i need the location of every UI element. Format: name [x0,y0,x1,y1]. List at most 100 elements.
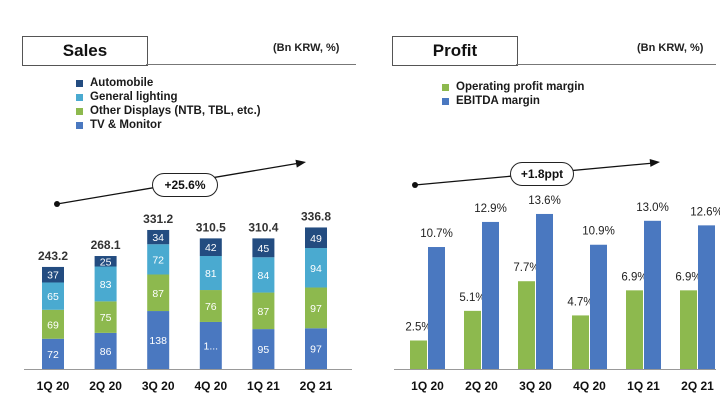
sales-segment-label: 76 [205,301,217,313]
legend-swatch [76,93,83,101]
sales-segment-label: 65 [47,291,59,303]
profit-bar-ebitda-margin-2q-20 [482,221,499,369]
profit-data-label: 12.6% [690,206,720,218]
sales-bar-automobile-3q-20 [147,229,170,245]
legend-item-operating-profit-margin: Operating profit margin [442,80,584,94]
sales-total-label: 310.5 [196,220,226,234]
sales-segment-label: 97 [310,344,322,356]
legend-label: EBITDA margin [456,95,540,107]
profit-legend: Operating profit margin EBITDA margin [442,80,584,108]
sales-x-tick-label: 4Q 20 [194,379,227,393]
legend-label: Other Displays (NTB, TBL, etc.) [90,105,261,117]
sales-segment-label: 86 [100,346,112,358]
sales-bar-other-displays-ntb-tbl-etc-2q-21 [305,287,327,329]
legend-item-general-lighting: General lighting [76,90,261,104]
profit-x-tick-label: 1Q 20 [411,379,444,393]
profit-data-label: 6.9% [621,271,647,283]
profit-bar-operating-profit-margin-2q-21 [680,290,697,369]
sales-trend-arrowhead [295,159,306,168]
legend-item-ebitda-margin: EBITDA margin [442,94,584,108]
sales-x-tick-label: 2Q 20 [89,379,122,393]
profit-trend-arrowhead [649,158,660,167]
sales-segment-label: 97 [310,303,322,315]
legend-label: Operating profit margin [456,81,585,93]
sales-growth-label: +25.6% [152,173,218,197]
profit-x-tick-label: 3Q 20 [519,379,552,393]
legend-label: General lighting [90,91,178,103]
profit-data-label: 7.7% [513,262,539,274]
profit-data-label: 10.7% [420,228,453,240]
profit-data-label: 13.6% [528,195,561,207]
profit-chart: 2.5% 10.7% 1Q 20 5.1% 12.9% 2Q 20 7.7% 13.6% 3Q … [394,158,720,393]
sales-segment-label: 81 [205,268,217,280]
legend-label: TV & Monitor [90,119,162,131]
profit-bar-ebitda-margin-1q-20 [428,247,445,369]
sales-segment-label: 69 [47,319,59,331]
profit-bar-operating-profit-margin-2q-20 [464,310,481,369]
sales-x-tick-label: 2Q 21 [300,379,333,393]
profit-x-tick-label: 2Q 20 [465,379,498,393]
profit-title-rule [516,64,716,65]
sales-bar-general-lighting-2q-20 [94,266,117,302]
profit-unit: (Bn KRW, %) [637,42,704,54]
sales-segment-label: 72 [47,349,59,361]
sales-bar-automobile-2q-21 [305,227,327,249]
profit-data-label: 4.7% [567,296,593,308]
sales-segment-label: 95 [258,344,270,356]
sales-bar-automobile-1q-21 [252,238,275,258]
legend-item-automobile: Automobile [76,76,261,90]
sales-bar-other-displays-ntb-tbl-etc-4q-20 [199,290,222,322]
sales-segment-label: 94 [310,263,322,275]
sales-bar-tv-monitor-2q-21 [305,328,327,369]
sales-segment-label: 87 [258,306,270,318]
sales-segment-label: 49 [310,233,322,245]
profit-data-label: 5.1% [459,292,485,304]
sales-segment-label: 72 [152,254,164,266]
sales-total-label: 243.2 [38,249,68,263]
profit-bar-ebitda-margin-3q-20 [536,213,553,369]
legend-swatch [76,107,83,115]
legend-item-tv-monitor: TV & Monitor [76,118,261,132]
sales-total-label: 310.4 [248,220,278,234]
profit-bar-ebitda-margin-2q-21 [698,225,715,369]
sales-title: Sales [22,36,148,66]
profit-growth-label: +1.8ppt [510,162,574,186]
sales-bar-other-displays-ntb-tbl-etc-1q-20 [42,309,64,339]
sales-unit: (Bn KRW, %) [273,42,340,54]
profit-bar-operating-profit-margin-3q-20 [518,281,535,369]
sales-segment-label: 138 [149,335,167,347]
legend-swatch [76,121,83,129]
sales-bar-general-lighting-1q-21 [252,257,275,293]
profit-data-label: 2.5% [405,322,431,334]
legend-label: Automobile [90,77,154,89]
profit-data-label: 12.9% [474,203,507,215]
sales-title-rule [146,64,356,65]
sales-segment-label: 84 [258,270,270,282]
profit-x-tick-label: 4Q 20 [573,379,606,393]
sales-bar-general-lighting-4q-20 [199,256,222,291]
sales-bar-other-displays-ntb-tbl-etc-3q-20 [147,274,170,312]
sales-total-label: 331.2 [143,212,173,226]
profit-bar-ebitda-margin-4q-20 [590,244,607,369]
sales-segment-label: 1... [204,340,219,352]
sales-bar-other-displays-ntb-tbl-etc-2q-20 [94,301,117,333]
profit-x-tick-label: 2Q 21 [681,379,714,393]
sales-segment-label: 42 [205,242,217,254]
sales-segment-label: 37 [47,270,59,282]
sales-bar-general-lighting-1q-20 [42,282,64,310]
sales-bar-tv-monitor-1q-21 [252,329,275,369]
sales-bar-tv-monitor-4q-20 [199,321,222,369]
sales-x-tick-label: 1Q 20 [37,379,70,393]
profit-panel: Profit (Bn KRW, %) Operating profit marg… [360,0,720,407]
profit-data-label: 6.9% [675,271,701,283]
sales-total-label: 336.8 [301,209,331,223]
sales-x-tick-label: 3Q 20 [142,379,175,393]
sales-bar-automobile-4q-20 [199,238,222,257]
sales-bar-general-lighting-3q-20 [147,244,170,275]
sales-segment-label: 45 [258,243,270,255]
profit-x-tick-label: 1Q 21 [627,379,660,393]
legend-swatch [442,97,449,105]
sales-bar-general-lighting-2q-21 [305,248,327,288]
profit-bar-operating-profit-margin-1q-21 [626,290,643,369]
sales-chart: 72 69 65 37 243.2 1Q 20 86 75 83 25 268.1 2Q 20 138 8… [24,159,352,393]
